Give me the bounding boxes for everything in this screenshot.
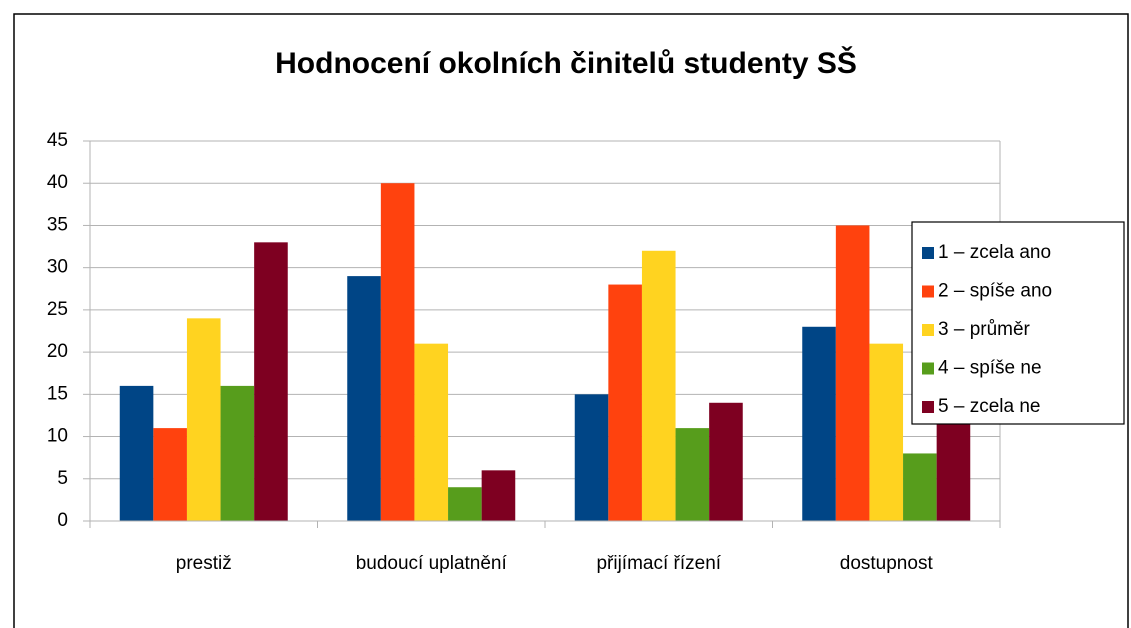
legend-label: 2 – spíše ano	[938, 281, 1052, 302]
y-tick-label: 25	[47, 299, 68, 320]
bar	[153, 428, 187, 521]
legend-label: 4 – spíše ne	[938, 358, 1042, 379]
bar	[641, 250, 676, 521]
legend-box	[911, 221, 1125, 425]
x-tick-label: prestiž	[176, 553, 232, 574]
chart-title: Hodnocení okolních činitelů studenty SŠ	[275, 46, 857, 80]
chart-border	[13, 13, 1129, 628]
legend-label: 1 – zcela ano	[938, 242, 1051, 263]
bar	[936, 411, 971, 521]
bar	[220, 385, 255, 521]
bar	[119, 385, 154, 521]
y-tick-label: 45	[47, 130, 68, 151]
bar	[835, 225, 870, 521]
bar	[414, 343, 449, 521]
y-tick-label: 15	[47, 383, 68, 404]
y-tick-label: 20	[47, 341, 68, 362]
bar	[481, 470, 516, 521]
legend-label: 3 – průměr	[938, 319, 1031, 340]
bar	[608, 284, 642, 521]
bar	[574, 394, 609, 521]
x-tick-label: přijímací řízení	[596, 553, 721, 574]
legend-label: 5 – zcela ne	[938, 396, 1040, 417]
bar	[675, 428, 710, 521]
legend-swatch	[922, 247, 934, 259]
y-tick-label: 40	[47, 172, 68, 193]
bar	[254, 242, 288, 522]
bar	[448, 487, 482, 521]
legend-swatch	[922, 285, 934, 298]
legend-swatch	[922, 324, 934, 336]
legend-swatch	[922, 401, 934, 413]
bar	[869, 343, 904, 521]
bar	[347, 276, 381, 521]
bar	[903, 453, 937, 521]
bar	[802, 326, 836, 521]
y-tick-label: 30	[47, 257, 68, 278]
y-tick-label: 5	[57, 468, 68, 489]
bar	[186, 318, 221, 521]
x-tick-label: dostupnost	[840, 553, 934, 574]
bar	[380, 183, 415, 521]
x-tick-label: budoucí uplatnění	[356, 553, 508, 574]
y-tick-label: 35	[47, 214, 68, 235]
y-tick-label: 10	[47, 426, 68, 447]
bar	[709, 402, 743, 521]
y-tick-label: 0	[57, 510, 68, 531]
legend-swatch	[922, 362, 934, 375]
